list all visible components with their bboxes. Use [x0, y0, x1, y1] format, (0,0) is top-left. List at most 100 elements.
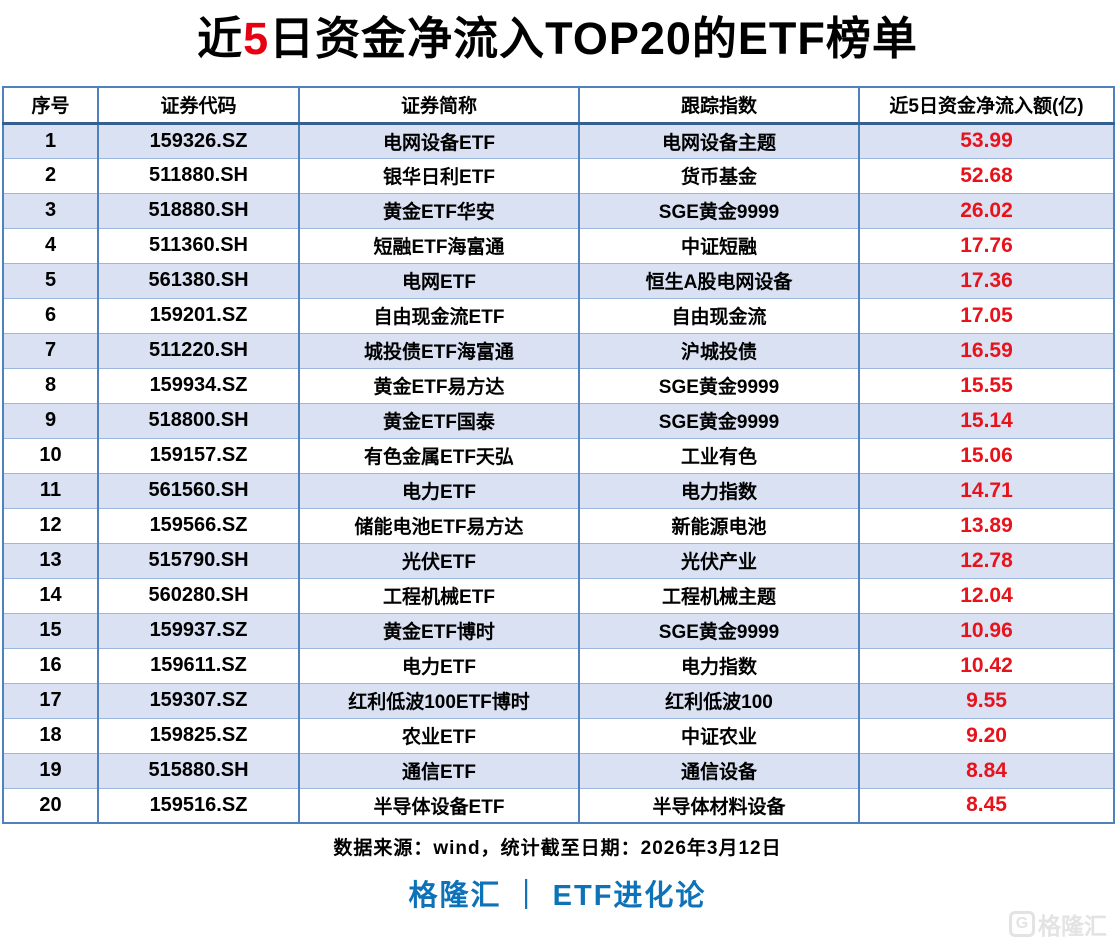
cell-code: 561380.SH [97, 262, 299, 298]
header-name: 证券简称 [298, 87, 579, 125]
cell-code: 159566.SZ [97, 507, 299, 543]
cell-index: 新能源电池 [578, 507, 859, 543]
cell-inflow: 16.59 [858, 332, 1114, 368]
cell-inflow: 15.55 [858, 367, 1114, 403]
cell-index: SGE黄金9999 [578, 402, 859, 438]
watermark: G 格隆汇 [1009, 907, 1107, 941]
table-row: 11 561560.SH 电力ETF 电力指数 14.71 [3, 472, 1114, 508]
cell-name: 储能电池ETF易方达 [298, 507, 579, 543]
cell-name: 黄金ETF国泰 [298, 402, 579, 438]
cell-name: 农业ETF [298, 717, 579, 753]
table-row: 9 518800.SH 黄金ETF国泰 SGE黄金9999 15.14 [3, 402, 1114, 438]
cell-inflow: 13.89 [858, 507, 1114, 543]
table-row: 8 159934.SZ 黄金ETF易方达 SGE黄金9999 15.55 [3, 367, 1114, 403]
cell-index: SGE黄金9999 [578, 367, 859, 403]
cell-index: 红利低波100 [578, 682, 859, 718]
table-row: 15 159937.SZ 黄金ETF博时 SGE黄金9999 10.96 [3, 612, 1114, 648]
table-row: 5 561380.SH 电网ETF 恒生A股电网设备 17.36 [3, 262, 1114, 298]
title-highlight: 5 [243, 13, 270, 64]
table-row: 19 515880.SH 通信ETF 通信设备 8.84 [3, 752, 1114, 788]
cell-code: 159516.SZ [97, 787, 299, 823]
cell-code: 159157.SZ [97, 437, 299, 473]
cell-rank: 13 [3, 542, 98, 578]
table-row: 1 159326.SZ 电网设备ETF 电网设备主题 53.99 [3, 122, 1114, 158]
cell-index: 工程机械主题 [578, 577, 859, 613]
cell-name: 光伏ETF [298, 542, 579, 578]
cell-index: SGE黄金9999 [578, 612, 859, 648]
table-row: 10 159157.SZ 有色金属ETF天弘 工业有色 15.06 [3, 437, 1114, 473]
cell-index: 通信设备 [578, 752, 859, 788]
table-row: 16 159611.SZ 电力ETF 电力指数 10.42 [3, 647, 1114, 683]
cell-name: 工程机械ETF [298, 577, 579, 613]
header-index: 跟踪指数 [578, 87, 859, 125]
cell-rank: 10 [3, 437, 98, 473]
cell-code: 159326.SZ [97, 122, 299, 158]
page-title: 近5日资金净流入TOP20的ETF榜单 [0, 8, 1115, 70]
cell-index: 恒生A股电网设备 [578, 262, 859, 298]
cell-name: 半导体设备ETF [298, 787, 579, 823]
cell-inflow: 15.06 [858, 437, 1114, 473]
cell-rank: 6 [3, 297, 98, 333]
cell-rank: 11 [3, 472, 98, 508]
cell-rank: 12 [3, 507, 98, 543]
cell-code: 515880.SH [97, 752, 299, 788]
cell-index: 工业有色 [578, 437, 859, 473]
cell-index: 中证农业 [578, 717, 859, 753]
cell-code: 159934.SZ [97, 367, 299, 403]
cell-index: 光伏产业 [578, 542, 859, 578]
cell-code: 560280.SH [97, 577, 299, 613]
cell-name: 黄金ETF华安 [298, 192, 579, 228]
cell-code: 518800.SH [97, 402, 299, 438]
cell-name: 黄金ETF易方达 [298, 367, 579, 403]
table-row: 6 159201.SZ 自由现金流ETF 自由现金流 17.05 [3, 297, 1114, 333]
cell-rank: 18 [3, 717, 98, 753]
table-row: 3 518880.SH 黄金ETF华安 SGE黄金9999 26.02 [3, 192, 1114, 228]
cell-code: 159937.SZ [97, 612, 299, 648]
cell-rank: 17 [3, 682, 98, 718]
cell-code: 511880.SH [97, 157, 299, 193]
cell-rank: 14 [3, 577, 98, 613]
cell-index: 自由现金流 [578, 297, 859, 333]
table-row: 7 511220.SH 城投债ETF海富通 沪城投债 16.59 [3, 332, 1114, 368]
table-header-row: 序号 证券代码 证券简称 跟踪指数 近5日资金净流入额(亿) [3, 87, 1114, 125]
cell-name: 电网设备ETF [298, 122, 579, 158]
cell-inflow: 8.45 [858, 787, 1114, 823]
cell-index: 货币基金 [578, 157, 859, 193]
cell-inflow: 8.84 [858, 752, 1114, 788]
cell-name: 城投债ETF海富通 [298, 332, 579, 368]
header-rank: 序号 [3, 87, 98, 125]
cell-inflow: 17.05 [858, 297, 1114, 333]
cell-index: 中证短融 [578, 227, 859, 263]
header-inflow: 近5日资金净流入额(亿) [858, 87, 1114, 125]
cell-inflow: 12.78 [858, 542, 1114, 578]
cell-code: 159307.SZ [97, 682, 299, 718]
brand-line: 格隆汇 ｜ ETF进化论 [408, 880, 707, 912]
cell-code: 518880.SH [97, 192, 299, 228]
table-row: 20 159516.SZ 半导体设备ETF 半导体材料设备 8.45 [3, 787, 1114, 823]
cell-inflow: 17.36 [858, 262, 1114, 298]
cell-rank: 15 [3, 612, 98, 648]
etf-table-body: 1 159326.SZ 电网设备ETF 电网设备主题 53.99 2 511880.SH 银华… [3, 122, 1114, 823]
cell-index: 沪城投债 [578, 332, 859, 368]
cell-inflow: 53.99 [858, 122, 1114, 158]
cell-inflow: 26.02 [858, 192, 1114, 228]
gelonghui-logo-icon: G [1009, 911, 1035, 937]
cell-rank: 1 [3, 122, 98, 158]
title-prefix: 近 [197, 13, 244, 64]
table-row: 18 159825.SZ 农业ETF 中证农业 9.20 [3, 717, 1114, 753]
cell-inflow: 14.71 [858, 472, 1114, 508]
cell-rank: 19 [3, 752, 98, 788]
cell-inflow: 52.68 [858, 157, 1114, 193]
cell-code: 511360.SH [97, 227, 299, 263]
cell-inflow: 10.96 [858, 612, 1114, 648]
table-row: 2 511880.SH 银华日利ETF 货币基金 52.68 [3, 157, 1114, 193]
cell-name: 黄金ETF博时 [298, 612, 579, 648]
cell-index: 半导体材料设备 [578, 787, 859, 823]
cell-rank: 3 [3, 192, 98, 228]
cell-name: 短融ETF海富通 [298, 227, 579, 263]
cell-rank: 5 [3, 262, 98, 298]
table-row: 4 511360.SH 短融ETF海富通 中证短融 17.76 [3, 227, 1114, 263]
cell-rank: 16 [3, 647, 98, 683]
data-source-note: 数据来源：wind，统计截至日期：2026年3月12日 [333, 838, 782, 859]
cell-code: 159201.SZ [97, 297, 299, 333]
